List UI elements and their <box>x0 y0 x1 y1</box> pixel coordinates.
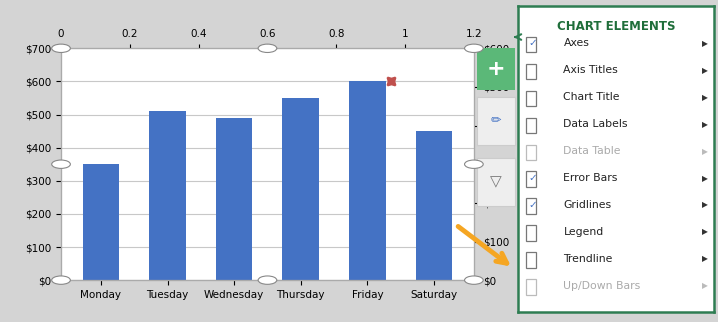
Bar <box>282 98 319 280</box>
Text: Chart Title: Chart Title <box>564 92 620 102</box>
FancyBboxPatch shape <box>526 225 536 241</box>
Bar <box>416 131 452 280</box>
Text: ▶: ▶ <box>701 147 707 156</box>
Text: ▶: ▶ <box>701 254 707 263</box>
Text: Data Labels: Data Labels <box>564 119 628 129</box>
Text: Error Bars: Error Bars <box>564 173 618 183</box>
Bar <box>349 81 386 280</box>
Text: Legend: Legend <box>564 227 604 237</box>
Text: ▶: ▶ <box>701 39 707 48</box>
FancyBboxPatch shape <box>526 172 536 187</box>
Text: CHART ELEMENTS: CHART ELEMENTS <box>557 20 676 33</box>
FancyBboxPatch shape <box>526 118 536 133</box>
FancyBboxPatch shape <box>526 198 536 214</box>
Text: ▶: ▶ <box>701 120 707 129</box>
Text: ▶: ▶ <box>701 66 707 75</box>
Text: ▽: ▽ <box>490 175 502 189</box>
Text: ✏: ✏ <box>491 114 501 127</box>
Text: ▶: ▶ <box>701 174 707 183</box>
FancyBboxPatch shape <box>526 279 536 295</box>
Text: Data Table: Data Table <box>564 146 621 156</box>
FancyBboxPatch shape <box>526 64 536 80</box>
Text: +: + <box>487 59 505 79</box>
FancyBboxPatch shape <box>526 145 536 160</box>
Text: Up/Down Bars: Up/Down Bars <box>564 281 640 291</box>
Text: ✓: ✓ <box>528 200 536 210</box>
Text: Axis Titles: Axis Titles <box>564 65 618 75</box>
Text: Trendline: Trendline <box>564 254 613 264</box>
Text: ▶: ▶ <box>701 201 707 210</box>
Bar <box>149 111 186 280</box>
Text: Gridlines: Gridlines <box>564 200 612 210</box>
Text: ✓: ✓ <box>528 38 536 48</box>
Text: ▶: ▶ <box>701 227 707 236</box>
FancyBboxPatch shape <box>526 37 536 52</box>
Bar <box>83 164 119 280</box>
Text: ▶: ▶ <box>701 93 707 102</box>
FancyBboxPatch shape <box>526 91 536 106</box>
FancyBboxPatch shape <box>526 252 536 268</box>
Bar <box>216 118 253 280</box>
Text: ▶: ▶ <box>701 281 707 290</box>
Text: Axes: Axes <box>564 38 589 48</box>
Text: ✓: ✓ <box>528 173 536 183</box>
